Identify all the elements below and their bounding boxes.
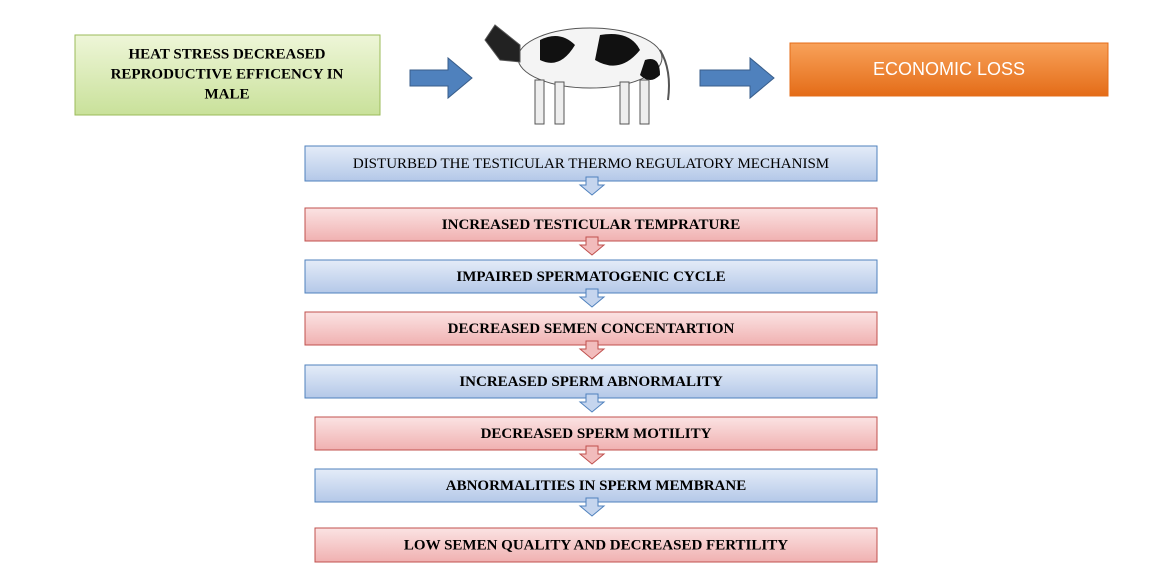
right-box: ECONOMIC LOSS <box>790 43 1108 96</box>
step-text: LOW SEMEN QUALITY AND DECREASED FERTILIT… <box>404 537 788 553</box>
step-text: INCREASED TESTICULAR TEMPRATURE <box>442 217 740 233</box>
diagram: HEAT STRESS DECREASED REPRODUCTIVE EFFIC… <box>0 0 1165 568</box>
step-text: INCREASED SPERM ABNORMALITY <box>459 374 723 390</box>
left-box-line: HEAT STRESS DECREASED <box>128 46 325 62</box>
step-text: DECREASED SEMEN CONCENTARTION <box>448 321 735 337</box>
left-box-line: REPRODUCTIVE EFFICENCY IN <box>111 66 344 82</box>
step-text: IMPAIRED SPERMATOGENIC CYCLE <box>456 269 725 285</box>
step-text: ABNORMALITIES IN SPERM MEMBRANE <box>446 478 746 494</box>
right-box-text: ECONOMIC LOSS <box>873 59 1025 79</box>
arrow <box>700 58 774 98</box>
arrow <box>410 58 472 98</box>
step-text: DECREASED SPERM MOTILITY <box>481 426 712 442</box>
left-box: HEAT STRESS DECREASED REPRODUCTIVE EFFIC… <box>75 35 380 115</box>
step-text: DISTURBED THE TESTICULAR THERMO REGULATO… <box>353 156 829 172</box>
cow <box>485 25 669 124</box>
steps: DISTURBED THE TESTICULAR THERMO REGULATO… <box>305 146 877 562</box>
left-box-line: MALE <box>205 86 250 102</box>
